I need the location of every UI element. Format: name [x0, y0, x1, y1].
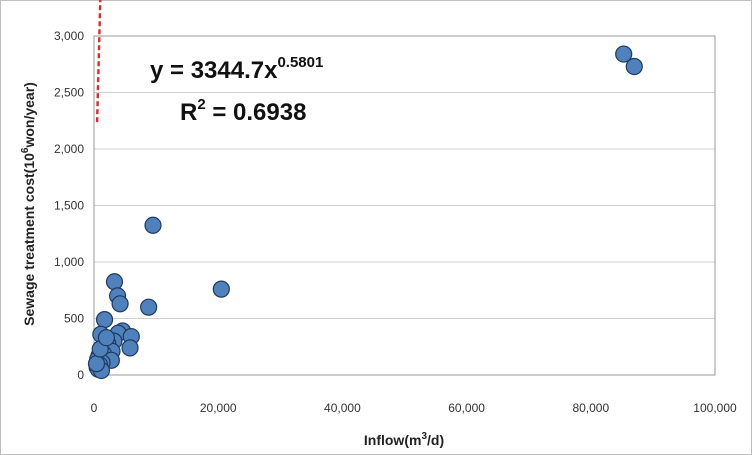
data-point: [95, 311, 114, 329]
equation-exponent: 0.5801: [277, 54, 323, 71]
x-tick-label: 60,000: [448, 401, 485, 415]
data-point: [212, 280, 230, 298]
y-tick-label: 500: [64, 312, 84, 326]
x-tick-label: 80,000: [572, 401, 609, 415]
x-axis-title-main: Inflow(m: [364, 432, 422, 448]
x-axis-title-superscript: 3: [421, 431, 427, 442]
x-tick-label: 100,000: [693, 401, 737, 415]
y-axis-title-tail: won/year): [21, 82, 37, 148]
x-tick-label: 20,000: [200, 401, 237, 415]
data-point: [144, 216, 162, 234]
x-axis-title: Inflow(m3/d): [364, 431, 444, 448]
plot-area-border: [93, 35, 716, 376]
y-tick-label: 1,000: [54, 255, 84, 269]
equation-main: y = 3344.7x: [150, 57, 278, 84]
data-point: [625, 57, 643, 76]
data-point: [140, 298, 158, 316]
r-squared-superscript: 2: [197, 96, 205, 113]
x-axis-title-tail: /d): [427, 432, 444, 448]
y-tick-labels: 0 500 1,000 1,500 2,000 2,500 3,000: [54, 29, 84, 382]
r-squared-value: = 0.6938: [206, 99, 307, 126]
r-squared-label: R2 = 0.6938: [180, 96, 306, 126]
y-tick-label: 2,500: [54, 86, 84, 100]
x-tick-label: 0: [91, 401, 98, 415]
y-axis-title-superscript: 6: [20, 147, 31, 153]
r-squared-main: R: [180, 99, 197, 126]
y-axis-title-main: Sewage treatment cost(10: [21, 153, 37, 326]
y-tick-label: 2,000: [54, 142, 84, 156]
data-points: [87, 45, 643, 380]
x-tick-labels: 0 20,000 40,000 60,000 80,000 100,000: [91, 401, 737, 415]
data-point: [105, 273, 124, 291]
data-point: [87, 355, 106, 373]
equation-label: y = 3344.7x0.5801: [150, 54, 323, 84]
y-axis-title: Sewage treatment cost(106won/year): [20, 82, 37, 326]
y-tick-label: 3,000: [54, 29, 84, 43]
data-point: [111, 295, 129, 313]
y-tick-label: 1,500: [54, 199, 84, 213]
y-tick-label: 0: [77, 368, 84, 382]
data-point: [97, 329, 116, 347]
data-point: [121, 339, 139, 357]
x-tick-label: 40,000: [324, 401, 361, 415]
data-point: [615, 45, 633, 63]
